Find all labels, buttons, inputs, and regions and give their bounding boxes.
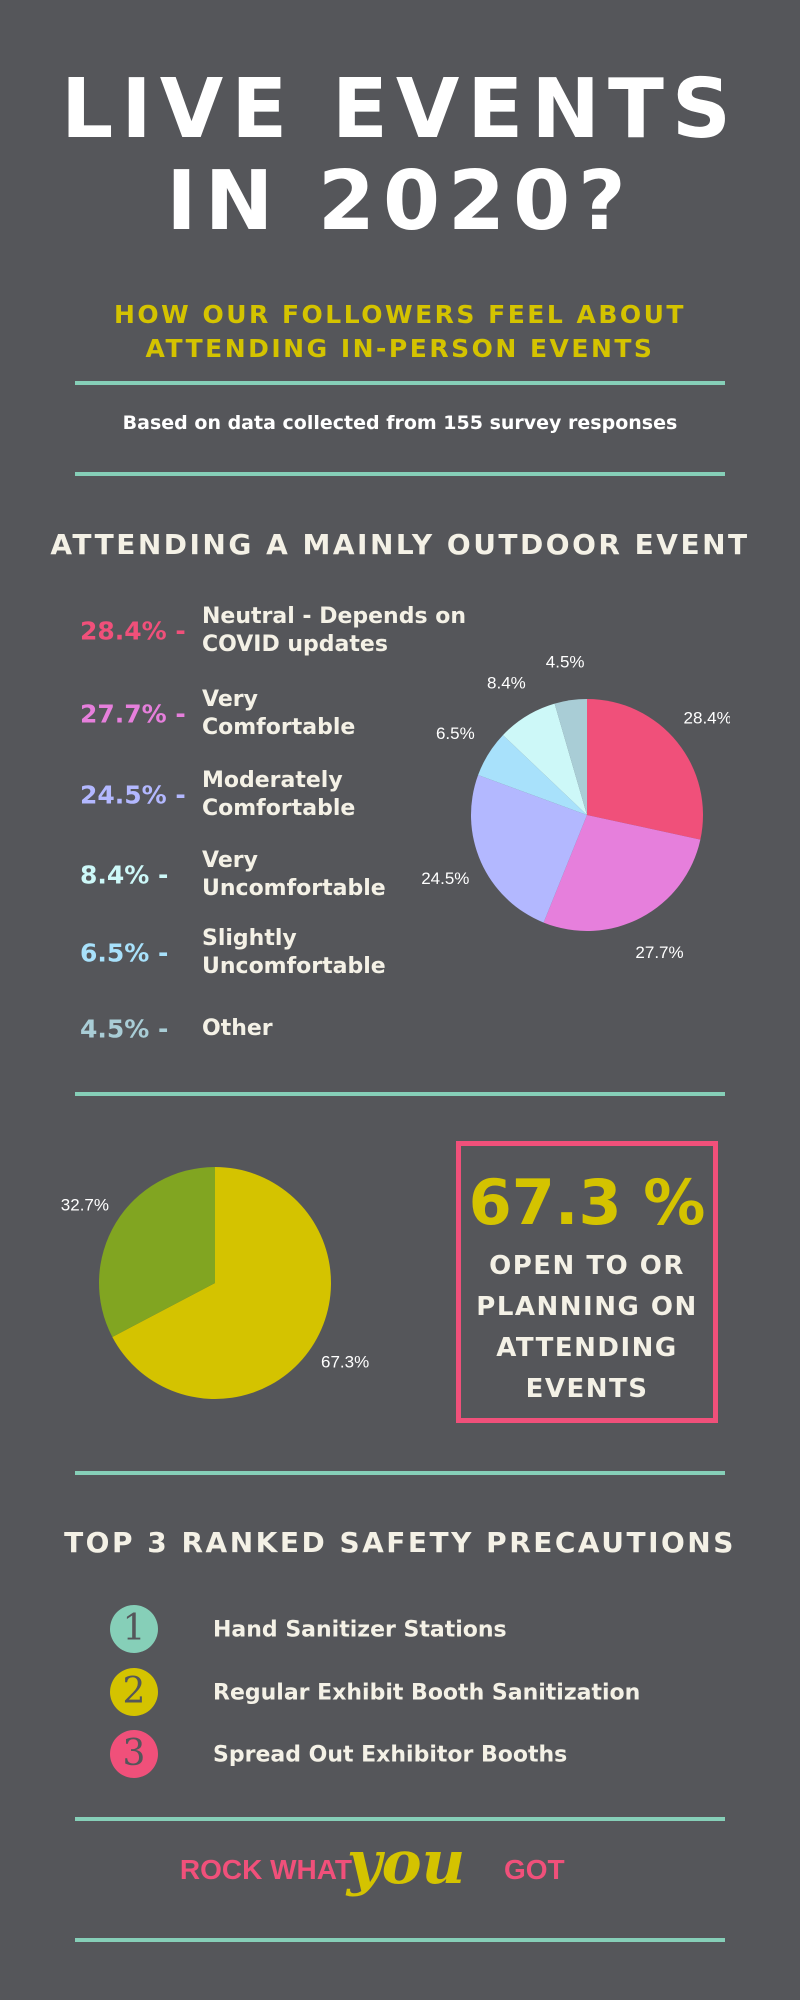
page-title-line1: LIVE EVENTS (61, 62, 739, 157)
legend-percent: 6.5% - (80, 938, 169, 968)
legend-label: Moderately Comfortable (202, 768, 356, 821)
brand-logo-part1: ROCK WHAT (180, 1854, 352, 1885)
rank-item: 1 Hand Sanitizer Stations (110, 1605, 710, 1655)
legend-label: Very Comfortable (202, 687, 356, 740)
brand-logo: ROCK WHAT you GOT (180, 1843, 565, 1898)
rank-item: 2 Regular Exhibit Booth Sanitization (110, 1668, 710, 1718)
legend-item: 8.4% - Very Uncomfortable (80, 845, 480, 905)
rank-label: Spread Out Exhibitor Booths (213, 1742, 568, 1768)
pie-slice-label: 32.7% (61, 1195, 109, 1214)
rank-label: Hand Sanitizer Stations (213, 1617, 507, 1643)
rank-label: Regular Exhibit Booth Sanitization (213, 1680, 641, 1706)
pie-slice-label: 24.5% (421, 869, 469, 888)
page-title-line2: IN 2020? (166, 154, 634, 249)
legend-percent: 8.4% - (80, 860, 169, 890)
brand-logo-part2: you (345, 1843, 466, 1898)
subtitle-line2: ATTENDING IN-PERSON EVENTS (145, 334, 655, 363)
pie-slice (112, 1167, 331, 1399)
pie-slice (99, 1167, 215, 1337)
legend-label: Other (202, 1016, 273, 1041)
survey-note: Based on data collected from 155 survey … (122, 412, 678, 434)
legend-percent: 4.5% - (80, 1014, 169, 1044)
pie-slice (554, 699, 587, 815)
legend-percent: 27.7% - (80, 699, 186, 729)
subtitle-line1: HOW OUR FOLLOWERS FEEL ABOUT (113, 300, 686, 329)
legend-item: 6.5% - Slightly Uncomfortable (80, 923, 480, 983)
rank-number-1: 1 (110, 1605, 158, 1653)
attending-stat-box: 67.3 % OPEN TO OR PLANNING ON ATTENDING … (456, 1141, 718, 1423)
divider (75, 1938, 725, 1942)
divider (75, 472, 725, 476)
pie-slice (587, 699, 703, 840)
pie-slice (478, 735, 587, 815)
brand-logo-part3: GOT (504, 1854, 565, 1885)
legend-item: 4.5% - Other (80, 999, 480, 1059)
pie-slice (543, 815, 701, 931)
pie-slice-label: 27.7% (635, 943, 683, 962)
legend-percent: 28.4% - (80, 616, 186, 646)
legend-label: Neutral - Depends on COVID updates (202, 604, 466, 657)
pie-slice (471, 775, 587, 923)
legend-label: Very Uncomfortable (202, 848, 386, 901)
safety-section-title: TOP 3 RANKED SAFETY PRECAUTIONS (64, 1526, 736, 1559)
attending-percent: 67.3 % (468, 1166, 706, 1239)
pie-slice (502, 703, 587, 815)
legend-label: Slightly Uncomfortable (202, 926, 386, 979)
attending-caption: OPEN TO OR PLANNING ON ATTENDING EVENTS (476, 1251, 698, 1404)
divider (75, 381, 725, 385)
pie-slice-label: 4.5% (546, 653, 585, 672)
outdoor-section-title: ATTENDING A MAINLY OUTDOOR EVENT (50, 528, 750, 561)
divider (75, 1817, 725, 1821)
pie-slice-label: 6.5% (436, 724, 475, 743)
pie-slice-label: 28.4% (684, 709, 730, 728)
pie-slice-label: 8.4% (487, 674, 526, 693)
legend-percent: 24.5% - (80, 780, 186, 810)
rank-item: 3 Spread Out Exhibitor Booths (110, 1730, 710, 1780)
rank-number-3: 3 (110, 1730, 158, 1778)
legend-item: 24.5% - Moderately Comfortable (80, 765, 480, 825)
rank-number-2: 2 (110, 1668, 158, 1716)
legend-item: 27.7% - Very Comfortable (80, 684, 480, 744)
divider (75, 1471, 725, 1475)
pie-slice-label: 67.3% (321, 1353, 369, 1372)
attending-pie-chart: 67.3% 32.7% (61, 1167, 369, 1399)
divider (75, 1092, 725, 1096)
legend-item: 28.4% - Neutral - Depends on COVID update… (80, 601, 480, 661)
outdoor-pie-chart: 28.4% 27.7% 24.5% 6.5% 8.4% 4.5% (421, 653, 730, 962)
